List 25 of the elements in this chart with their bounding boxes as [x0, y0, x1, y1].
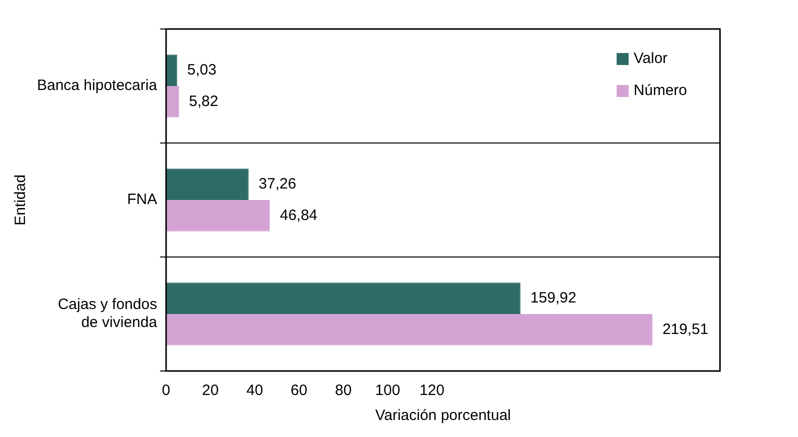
x-axis-title: Variación porcentual — [375, 407, 511, 424]
x-tick-label: 120 — [419, 382, 444, 400]
data-label: 159,92 — [530, 289, 576, 306]
data-label: 37,26 — [258, 175, 296, 192]
y-axis-title: Entidad — [12, 174, 30, 226]
data-label: 5,82 — [188, 92, 218, 110]
y-tick-label: FNA — [127, 191, 158, 208]
y-tick-label: Banca hipotecaria — [36, 77, 158, 94]
x-tick-label: 40 — [246, 382, 264, 400]
legend-label: Número — [634, 82, 688, 100]
legend-label: Valor — [634, 50, 668, 68]
x-tick-label: 0 — [162, 382, 170, 400]
x-tick-label: 20 — [202, 382, 219, 400]
x-tick-label: 80 — [334, 382, 352, 400]
bar — [166, 86, 179, 118]
data-label: 5,03 — [187, 61, 216, 78]
bar — [166, 314, 652, 346]
x-tick-label: 60 — [290, 382, 308, 400]
bar — [166, 200, 270, 232]
y-tick-label: Cajas y fondos de vivienda — [58, 296, 158, 332]
x-tick-label: 100 — [375, 382, 400, 400]
bar — [166, 168, 249, 200]
data-label: 219,51 — [662, 320, 708, 338]
bar — [166, 282, 520, 314]
data-label: 46,84 — [280, 206, 318, 224]
